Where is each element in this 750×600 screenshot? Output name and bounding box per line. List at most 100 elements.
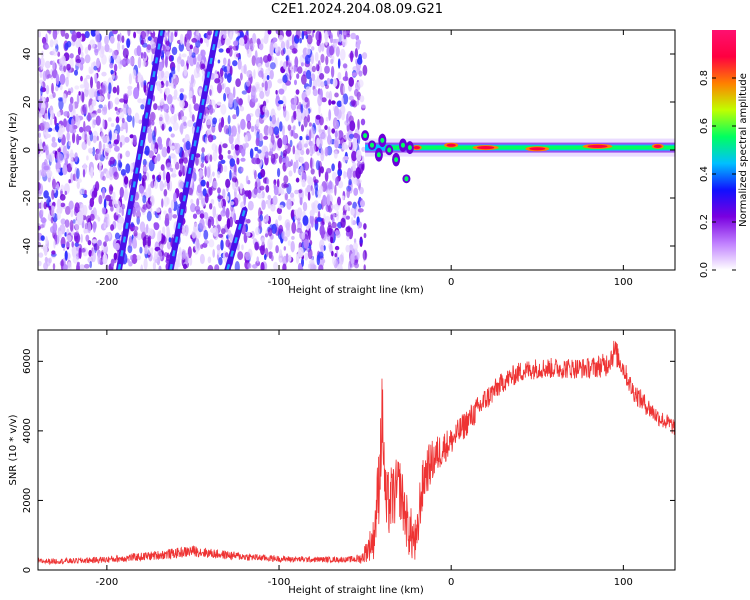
- noise-speckle: [43, 201, 47, 210]
- noise-speckle: [172, 214, 178, 219]
- noise-speckle: [250, 85, 257, 96]
- noise-speckle: [333, 203, 340, 211]
- noise-speckle: [294, 152, 301, 162]
- noise-speckle: [132, 134, 137, 146]
- noise-speckle: [292, 145, 296, 155]
- noise-speckle: [91, 190, 96, 201]
- noise-speckle: [334, 105, 339, 117]
- noise-speckle: [244, 190, 251, 197]
- noise-speckle: [45, 144, 49, 156]
- noise-speckle: [105, 194, 111, 202]
- noise-speckle: [179, 181, 185, 189]
- noise-speckle: [87, 112, 91, 122]
- noise-speckle: [200, 244, 204, 250]
- noise-speckle: [258, 70, 264, 78]
- noise-speckle: [62, 145, 67, 156]
- colorbar-tick-label: 0.8: [699, 70, 710, 86]
- noise-speckle: [362, 249, 368, 261]
- noise-speckle: [88, 87, 95, 99]
- noise-speckle: [51, 136, 56, 143]
- noise-speckle: [306, 184, 311, 194]
- noise-speckle: [81, 52, 84, 58]
- noise-speckle: [220, 159, 226, 164]
- noise-speckle: [217, 248, 221, 256]
- noise-speckle: [39, 70, 43, 78]
- noise-speckle: [44, 121, 50, 130]
- noise-speckle: [356, 252, 360, 261]
- y-tick-label: 6000: [22, 349, 33, 374]
- transition-blob-core: [404, 176, 409, 182]
- noise-speckle: [325, 91, 330, 99]
- noise-speckle: [188, 90, 193, 98]
- noise-speckle: [307, 191, 311, 201]
- noise-speckle: [337, 160, 341, 171]
- noise-speckle: [303, 161, 310, 171]
- noise-speckle: [295, 159, 299, 169]
- noise-speckle: [166, 225, 170, 232]
- noise-speckle: [282, 135, 288, 146]
- noise-speckle: [319, 73, 325, 80]
- noise-speckle: [301, 179, 306, 188]
- noise-speckle: [181, 248, 186, 261]
- noise-speckle: [162, 169, 166, 181]
- noise-speckle: [290, 129, 294, 137]
- spectral-streak: [167, 30, 221, 270]
- noise-speckle: [350, 50, 354, 63]
- noise-speckle: [173, 74, 179, 86]
- noise-speckle: [60, 30, 66, 37]
- noise-speckle: [160, 164, 165, 171]
- noise-speckle: [143, 180, 146, 190]
- noise-speckle: [301, 138, 305, 148]
- noise-speckle: [216, 171, 221, 179]
- noise-speckle: [232, 45, 239, 51]
- noise-speckle: [323, 245, 326, 251]
- noise-speckle: [278, 35, 284, 43]
- noise-speckle: [311, 46, 315, 51]
- noise-speckle: [252, 158, 258, 165]
- noise-speckle: [156, 153, 161, 162]
- noise-speckle: [229, 31, 233, 40]
- noise-speckle: [102, 143, 106, 150]
- noise-speckle: [334, 245, 340, 251]
- noise-speckle: [73, 232, 78, 237]
- noise-speckle: [56, 198, 61, 210]
- noise-speckle: [281, 157, 286, 164]
- noise-speckle: [74, 152, 78, 163]
- noise-speckle: [144, 244, 148, 255]
- noise-speckle: [321, 97, 327, 103]
- noise-speckle: [259, 43, 264, 51]
- noise-speckle: [151, 54, 154, 63]
- noise-speckle: [113, 252, 118, 261]
- noise-speckle: [216, 244, 221, 251]
- noise-speckle: [83, 229, 89, 234]
- noise-speckle: [187, 246, 192, 259]
- noise-speckle: [74, 69, 78, 76]
- noise-speckle: [306, 34, 313, 45]
- noise-speckle: [65, 205, 71, 215]
- noise-speckle: [295, 89, 300, 95]
- noise-speckle: [170, 133, 175, 138]
- noise-speckle: [296, 73, 300, 79]
- noise-speckle: [240, 167, 244, 172]
- noise-speckle: [179, 93, 184, 101]
- noise-speckle: [277, 214, 282, 221]
- noise-speckle: [40, 63, 44, 71]
- noise-speckle: [54, 124, 60, 131]
- noise-speckle: [221, 228, 226, 235]
- noise-speckle: [93, 65, 98, 71]
- noise-speckle: [334, 253, 338, 258]
- spectrogram-ylabel: Frequency (Hz): [8, 112, 19, 188]
- noise-speckle: [266, 75, 270, 80]
- noise-speckle: [130, 221, 134, 228]
- noise-speckle: [260, 237, 265, 246]
- noise-speckle: [38, 181, 41, 191]
- noise-speckle: [224, 252, 229, 258]
- noise-speckle: [119, 32, 122, 43]
- noise-speckle: [322, 259, 326, 264]
- noise-speckle: [68, 179, 71, 184]
- noise-speckle: [98, 104, 103, 109]
- noise-speckle: [341, 111, 345, 121]
- noise-speckle: [337, 180, 344, 189]
- colorbar-tick-label: 0.2: [699, 214, 710, 230]
- noise-speckle: [237, 98, 243, 106]
